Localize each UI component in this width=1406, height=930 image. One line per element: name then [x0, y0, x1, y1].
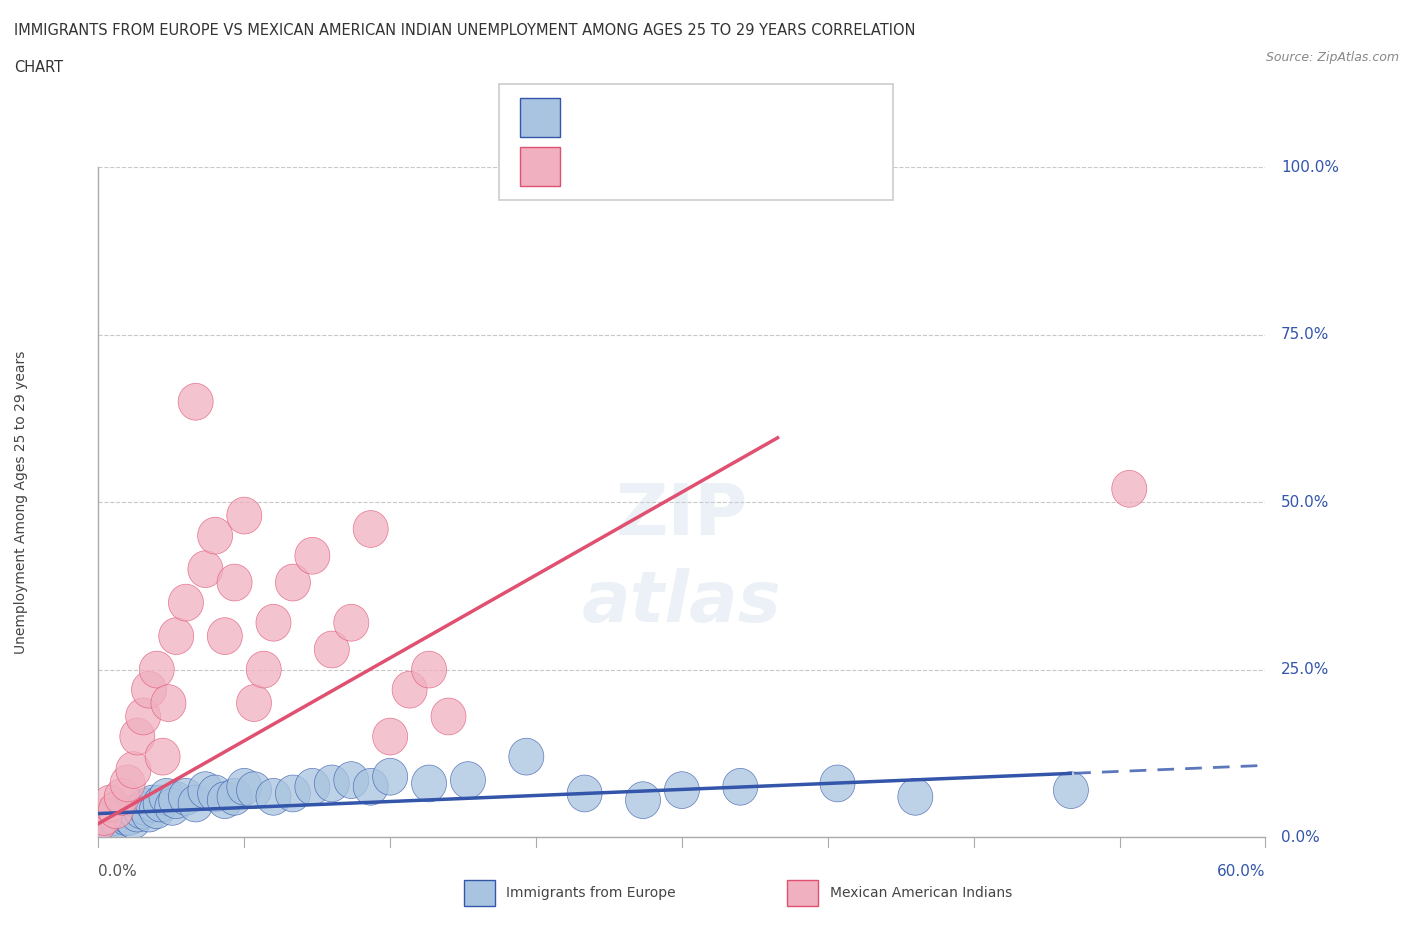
Ellipse shape — [723, 768, 758, 805]
Ellipse shape — [333, 604, 368, 641]
Ellipse shape — [139, 791, 174, 829]
Ellipse shape — [246, 651, 281, 688]
Text: Mexican American Indians: Mexican American Indians — [830, 885, 1012, 900]
Ellipse shape — [256, 778, 291, 816]
Ellipse shape — [98, 791, 134, 829]
Ellipse shape — [169, 778, 204, 816]
Text: 75.0%: 75.0% — [1281, 327, 1329, 342]
Ellipse shape — [104, 778, 139, 816]
Ellipse shape — [898, 778, 932, 816]
Ellipse shape — [125, 698, 160, 735]
Ellipse shape — [82, 805, 115, 842]
Text: Unemployment Among Ages 25 to 29 years: Unemployment Among Ages 25 to 29 years — [14, 351, 28, 654]
Ellipse shape — [120, 718, 155, 755]
Text: Immigrants from Europe: Immigrants from Europe — [506, 885, 676, 900]
Ellipse shape — [97, 799, 132, 835]
Ellipse shape — [450, 762, 485, 799]
Text: 50.0%: 50.0% — [1281, 495, 1329, 510]
Ellipse shape — [226, 498, 262, 534]
Ellipse shape — [226, 768, 262, 805]
Ellipse shape — [93, 785, 128, 822]
Ellipse shape — [100, 802, 135, 839]
Ellipse shape — [169, 584, 204, 621]
Ellipse shape — [373, 758, 408, 795]
Ellipse shape — [236, 772, 271, 808]
Ellipse shape — [155, 789, 190, 825]
Ellipse shape — [207, 618, 242, 655]
Ellipse shape — [353, 768, 388, 805]
Ellipse shape — [626, 782, 661, 818]
Text: IMMIGRANTS FROM EUROPE VS MEXICAN AMERICAN INDIAN UNEMPLOYMENT AMONG AGES 25 TO : IMMIGRANTS FROM EUROPE VS MEXICAN AMERIC… — [14, 23, 915, 38]
Ellipse shape — [149, 778, 184, 816]
Ellipse shape — [93, 805, 128, 842]
Ellipse shape — [84, 808, 120, 845]
Ellipse shape — [159, 618, 194, 655]
Ellipse shape — [412, 765, 447, 802]
Ellipse shape — [198, 775, 232, 812]
Text: 100.0%: 100.0% — [1281, 160, 1339, 175]
Ellipse shape — [82, 805, 115, 842]
Ellipse shape — [333, 762, 368, 799]
Text: atlas: atlas — [582, 568, 782, 637]
Ellipse shape — [412, 651, 447, 688]
Ellipse shape — [120, 795, 155, 832]
Text: R =  0.218    N =  45: R = 0.218 N = 45 — [576, 108, 780, 126]
Ellipse shape — [188, 772, 224, 808]
Ellipse shape — [509, 738, 544, 775]
Ellipse shape — [87, 799, 122, 835]
Text: 0.0%: 0.0% — [1281, 830, 1320, 844]
Ellipse shape — [315, 631, 349, 668]
Text: CHART: CHART — [14, 60, 63, 75]
Text: Source: ZipAtlas.com: Source: ZipAtlas.com — [1265, 51, 1399, 64]
Text: 60.0%: 60.0% — [1218, 864, 1265, 879]
Ellipse shape — [236, 684, 271, 722]
Ellipse shape — [145, 738, 180, 775]
Ellipse shape — [108, 799, 143, 835]
Ellipse shape — [115, 751, 150, 789]
Ellipse shape — [89, 802, 124, 839]
Text: 0.0%: 0.0% — [98, 864, 138, 879]
Ellipse shape — [353, 511, 388, 548]
Ellipse shape — [256, 604, 291, 641]
Ellipse shape — [135, 785, 170, 822]
Ellipse shape — [139, 651, 174, 688]
Ellipse shape — [124, 791, 159, 829]
Ellipse shape — [373, 718, 408, 755]
Ellipse shape — [295, 538, 330, 574]
Ellipse shape — [207, 782, 242, 818]
Ellipse shape — [104, 795, 139, 832]
Text: R =  0.563    N =  40: R = 0.563 N = 40 — [576, 157, 779, 176]
Ellipse shape — [315, 765, 349, 802]
Ellipse shape — [132, 671, 166, 708]
Ellipse shape — [179, 785, 214, 822]
Ellipse shape — [820, 765, 855, 802]
Ellipse shape — [143, 785, 179, 822]
Ellipse shape — [128, 789, 163, 825]
Ellipse shape — [432, 698, 465, 735]
Ellipse shape — [276, 565, 311, 601]
Ellipse shape — [276, 775, 311, 812]
Ellipse shape — [217, 778, 252, 816]
Ellipse shape — [392, 671, 427, 708]
Text: ZIP: ZIP — [616, 481, 748, 550]
Ellipse shape — [1112, 471, 1147, 507]
Ellipse shape — [1053, 772, 1088, 808]
Ellipse shape — [112, 799, 148, 835]
Ellipse shape — [665, 772, 699, 808]
Ellipse shape — [217, 565, 252, 601]
Ellipse shape — [115, 802, 150, 839]
Ellipse shape — [179, 383, 214, 420]
Ellipse shape — [295, 768, 330, 805]
Ellipse shape — [198, 517, 232, 554]
Ellipse shape — [110, 765, 145, 802]
Ellipse shape — [159, 782, 194, 818]
Text: 25.0%: 25.0% — [1281, 662, 1329, 677]
Ellipse shape — [150, 684, 186, 722]
Ellipse shape — [567, 775, 602, 812]
Ellipse shape — [188, 551, 224, 588]
Ellipse shape — [132, 795, 166, 832]
